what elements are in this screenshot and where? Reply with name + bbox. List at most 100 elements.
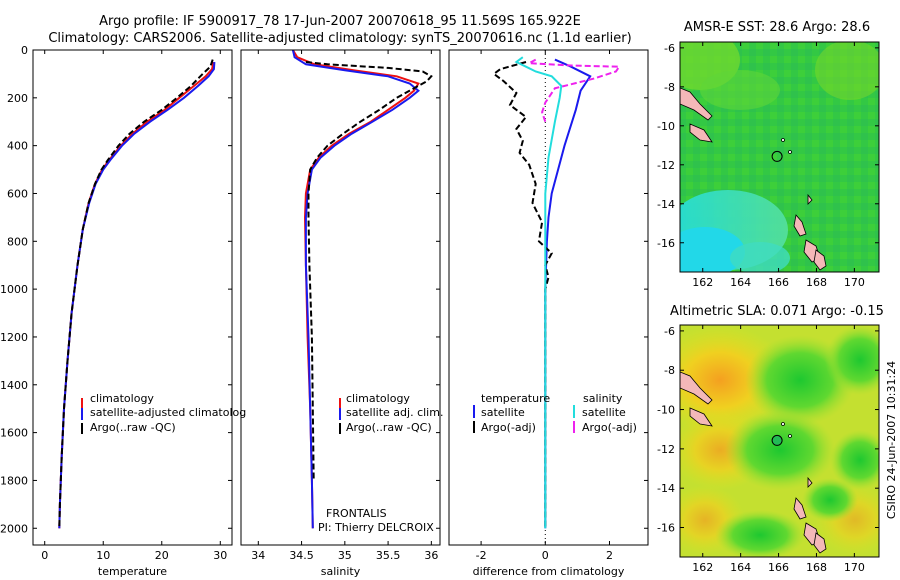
y-tick-label: 0 (21, 44, 28, 57)
island-shape (793, 497, 807, 520)
island-shape (680, 87, 713, 121)
x-tick-label: 20 (155, 549, 169, 562)
legend-title-salinity: salinity (583, 392, 623, 405)
map-y-tick-label: -10 (657, 120, 675, 133)
island-shape (680, 371, 713, 405)
legend-label: satellite adj. clim. (346, 406, 443, 419)
y-tick-label: 600 (7, 187, 28, 200)
plot-area (291, 50, 433, 529)
side-timestamp: CSIRO 24-Jun-2007 10:31:24 (885, 361, 898, 519)
figure-title-line1: Argo profile: IF 5900917_78 17-Jun-2007 … (99, 14, 581, 29)
x-tick-label: 34 (251, 549, 265, 562)
island-shape (788, 150, 792, 154)
x-tick-label: 36 (424, 549, 438, 562)
sst-map-title: AMSR-E SST: 28.6 Argo: 28.6 (684, 20, 870, 35)
map-x-tick-label: 164 (730, 561, 751, 574)
salinity-legend: climatology satellite adj. clim. Argo(..… (339, 392, 443, 434)
island-shape (781, 422, 785, 426)
x-tick-label: 34.5 (289, 549, 314, 562)
sla-low (715, 510, 805, 557)
x-tick-label: 10 (96, 549, 110, 562)
map-y-tick-label: -8 (664, 81, 675, 94)
island-shape (781, 138, 785, 142)
map-y-tick-label: -6 (664, 42, 675, 55)
temperature-legend: climatology satellite-adjusted climatolo… (81, 392, 246, 434)
map-x-tick-label: 164 (730, 276, 751, 289)
sst-map (680, 42, 879, 272)
sst-map-frame (679, 41, 880, 273)
map-y-tick-label: -14 (657, 482, 675, 495)
map-x-tick-label: 166 (768, 276, 789, 289)
y-tick-label: 1200 (0, 331, 28, 344)
sla-low (830, 430, 879, 490)
island-shape (807, 476, 813, 488)
panel-frame (448, 49, 649, 546)
legend-label: Argo(..raw -QC) (90, 421, 176, 434)
map-y-tick-label: -16 (657, 237, 675, 250)
map-y-tick-label: -8 (664, 364, 675, 377)
project-name: FRONTALIS (326, 507, 387, 520)
map-y-tick-label: -12 (657, 159, 675, 172)
plot-area (492, 56, 621, 529)
y-tick-label: 200 (7, 92, 28, 105)
x-tick-label: 2 (606, 549, 613, 562)
y-tick-label: 1400 (0, 379, 28, 392)
map-y-tick-label: -6 (664, 325, 675, 338)
panel-frame (32, 49, 233, 546)
argo-position-marker (771, 434, 783, 446)
map-y-tick-label: -14 (657, 198, 675, 211)
y-tick-label: 400 (7, 140, 28, 153)
map-x-tick-label: 162 (692, 276, 713, 289)
series-line-satellite (291, 50, 420, 529)
x-tick-label: 35 (338, 549, 352, 562)
plot-area (58, 59, 216, 529)
sst-patch (815, 42, 879, 100)
series-line-argo (305, 61, 433, 481)
legend-label: Argo(-adj) (481, 421, 536, 434)
map-x-tick-label: 168 (806, 561, 827, 574)
figure-title-line2: Climatology: CARS2006. Satellite-adjuste… (48, 31, 631, 46)
principal-investigator: PI: Thierry DELCROIX (318, 521, 434, 534)
map-y-tick-label: -10 (657, 404, 675, 417)
y-tick-label: 2000 (0, 522, 28, 535)
series-line-temperature-argo (492, 61, 553, 529)
y-tick-label: 1800 (0, 474, 28, 487)
sla-low (725, 410, 835, 490)
legend-title-temperature: temperature (481, 392, 550, 405)
x-tick-label: 30 (213, 549, 227, 562)
series-line-temperature-satellite (544, 58, 592, 529)
series-line-salinity-argo (525, 58, 621, 123)
x-tick-label: 0 (542, 549, 549, 562)
x-axis-label: salinity (321, 565, 361, 578)
x-tick-label: 35.5 (376, 549, 401, 562)
legend-label: satellite-adjusted climatolog (90, 406, 246, 419)
y-tick-label: 800 (7, 235, 28, 248)
map-x-tick-label: 170 (844, 276, 865, 289)
sst-map-axes: 162 164 166 168 170 -6 -8 -10 -12 -14 -16 (657, 42, 879, 289)
sst-cold-pool (730, 242, 790, 272)
legend-label: Argo(-adj) (582, 421, 637, 434)
island-shape (788, 434, 792, 438)
y-tick-label: 1600 (0, 427, 28, 440)
panel-frame (240, 49, 441, 546)
temperature-panel: 0 10 20 30 temperature 0 200 400 600 800 1000 1200 1… (0, 44, 233, 578)
difference-panel: -2 0 2 difference from climatology (448, 49, 649, 578)
map-x-tick-label: 162 (692, 561, 713, 574)
map-y-tick-label: -16 (657, 522, 675, 535)
x-axis-label: difference from climatology (473, 565, 625, 578)
y-tick-label: 1000 (0, 283, 28, 296)
difference-legend: temperature satellite Argo(-adj) salinit… (473, 392, 637, 434)
sla-map-frame (679, 324, 880, 558)
sla-map (680, 325, 879, 557)
island-shape (689, 407, 713, 427)
x-tick-label: -2 (476, 549, 487, 562)
sla-low (825, 325, 879, 395)
map-x-tick-label: 168 (806, 276, 827, 289)
legend-label: satellite (582, 406, 626, 419)
island-shape (807, 193, 813, 205)
series-line-satellite (58, 61, 216, 529)
map-x-tick-label: 166 (768, 561, 789, 574)
legend-label: climatology (90, 392, 154, 405)
salinity-panel: 34 34.5 35 35.5 36 salinity (240, 49, 441, 578)
